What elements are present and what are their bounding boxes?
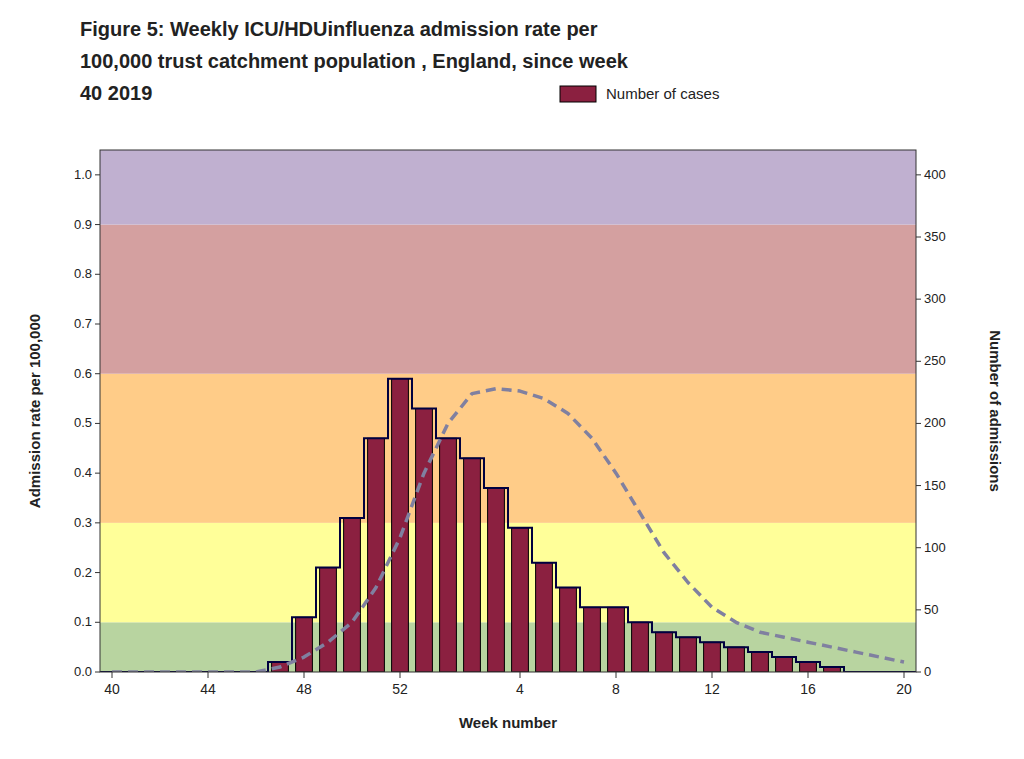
plot-frame xyxy=(100,150,916,672)
y-tick xyxy=(95,224,100,225)
y2-tick-label: 250 xyxy=(924,353,946,368)
x-tick-label: 52 xyxy=(392,681,408,697)
legend-label: Number of cases xyxy=(606,85,719,102)
step-line xyxy=(100,379,916,672)
x-tick xyxy=(112,672,113,678)
y2-tick-label: 300 xyxy=(924,291,946,306)
x-tick-label: 12 xyxy=(704,681,720,697)
band xyxy=(100,225,916,374)
bar xyxy=(512,528,529,672)
y-tick xyxy=(95,373,100,374)
band xyxy=(100,150,916,225)
bar xyxy=(704,642,721,672)
bar xyxy=(656,632,673,672)
y2-tick xyxy=(916,174,921,175)
title: 40 2019 xyxy=(80,82,152,104)
y-tick-label: 0.8 xyxy=(74,266,92,281)
y2-tick xyxy=(916,485,921,486)
bar xyxy=(416,409,433,672)
x-axis-label: Week number xyxy=(459,714,557,731)
y-tick xyxy=(95,572,100,573)
y2-tick-label: 400 xyxy=(924,167,946,182)
bar xyxy=(632,622,649,672)
y2-tick xyxy=(916,423,921,424)
x-tick-label: 8 xyxy=(612,681,620,697)
y2-tick-label: 50 xyxy=(924,602,938,617)
x-tick-label: 20 xyxy=(896,681,912,697)
x-tick-label: 16 xyxy=(800,681,816,697)
x-tick-label: 48 xyxy=(296,681,312,697)
bar xyxy=(344,518,361,672)
y-tick-label: 0.1 xyxy=(74,614,92,629)
y2-tick-label: 0 xyxy=(924,664,931,679)
y2-tick xyxy=(916,361,921,362)
x-tick xyxy=(904,672,905,678)
y-axis-label: Admission rate per 100,000 xyxy=(26,314,43,508)
x-tick xyxy=(208,672,209,678)
bar xyxy=(368,438,385,672)
y2-tick xyxy=(916,609,921,610)
x-tick xyxy=(520,672,521,678)
y2-tick-label: 100 xyxy=(924,540,946,555)
x-tick xyxy=(808,672,809,678)
band xyxy=(100,523,916,622)
bar xyxy=(320,568,337,672)
title: 100,000 trust catchment population , Eng… xyxy=(80,50,629,72)
bar xyxy=(464,458,481,672)
chart: Figure 5: Weekly ICU/HDUinfluenza admiss… xyxy=(0,0,1024,759)
bar xyxy=(560,587,577,672)
bar xyxy=(752,652,769,672)
x-tick xyxy=(616,672,617,678)
x-tick xyxy=(712,672,713,678)
x-tick-label: 40 xyxy=(104,681,120,697)
y-tick-label: 0.2 xyxy=(74,565,92,580)
y-tick-label: 0.7 xyxy=(74,316,92,331)
y-tick xyxy=(95,622,100,623)
y-tick xyxy=(95,324,100,325)
y-tick xyxy=(95,473,100,474)
x-tick xyxy=(304,672,305,678)
bar xyxy=(776,657,793,672)
bar xyxy=(488,488,505,672)
x-tick xyxy=(400,672,401,678)
y-tick-label: 1.0 xyxy=(74,167,92,182)
y-tick xyxy=(95,522,100,523)
title: Figure 5: Weekly ICU/HDUinfluenza admiss… xyxy=(80,18,598,40)
y2-tick-label: 150 xyxy=(924,478,946,493)
bar xyxy=(440,438,457,672)
y2-tick xyxy=(916,237,921,238)
bar xyxy=(728,647,745,672)
y-tick xyxy=(95,423,100,424)
bar xyxy=(392,379,409,672)
y-tick xyxy=(95,672,100,673)
y-tick-label: 0.9 xyxy=(74,217,92,232)
y-tick-label: 0.6 xyxy=(74,366,92,381)
bar xyxy=(680,637,697,672)
bar xyxy=(800,662,817,672)
bar xyxy=(608,607,625,672)
line xyxy=(112,389,904,672)
y-tick xyxy=(95,174,100,175)
y2-tick-label: 200 xyxy=(924,415,946,430)
y-tick-label: 0.5 xyxy=(74,415,92,430)
bar xyxy=(536,563,553,672)
y-tick-label: 0.3 xyxy=(74,515,92,530)
plot-area xyxy=(100,150,916,672)
y-tick-label: 0.0 xyxy=(74,664,92,679)
bar xyxy=(584,607,601,672)
y2-tick xyxy=(916,299,921,300)
legend: Number of cases xyxy=(560,85,719,102)
y2-tick xyxy=(916,672,921,673)
y-tick-label: 0.4 xyxy=(74,465,92,480)
x-tick-label: 4 xyxy=(516,681,524,697)
y2-axis-label: Number of admissions xyxy=(987,330,1004,492)
band xyxy=(100,622,916,672)
bar xyxy=(296,617,313,672)
y2-tick-label: 350 xyxy=(924,229,946,244)
legend-swatch xyxy=(560,86,596,102)
y-tick xyxy=(95,274,100,275)
y2-tick xyxy=(916,547,921,548)
x-tick-label: 44 xyxy=(200,681,216,697)
